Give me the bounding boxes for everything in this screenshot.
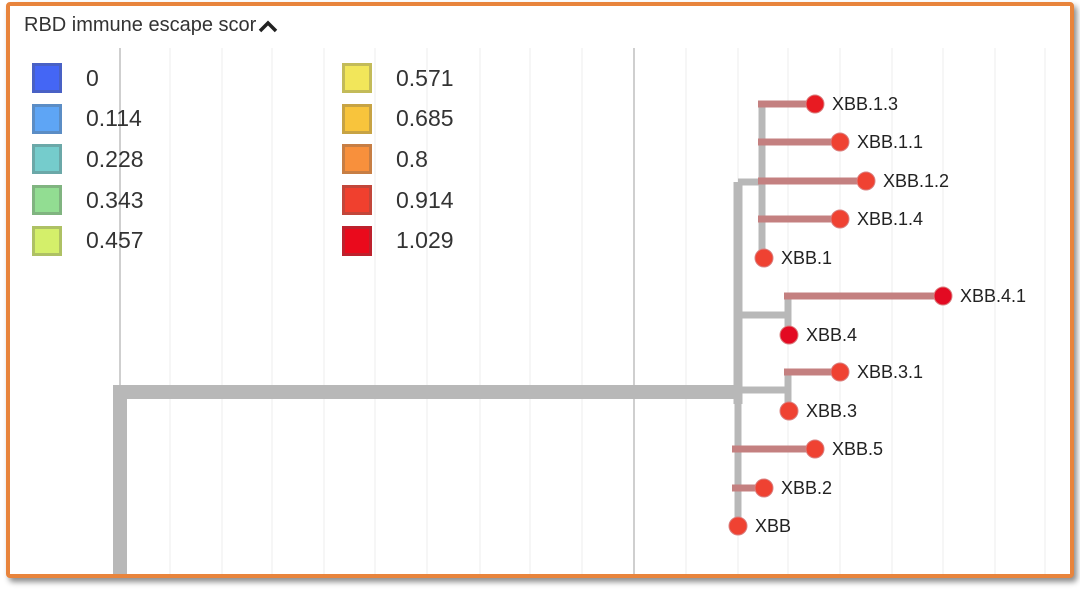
legend-swatch	[32, 185, 62, 216]
legend-label: 0.571	[396, 64, 454, 91]
legend-label: 0.228	[86, 145, 144, 172]
tip-label: XBB.4.1	[960, 286, 1026, 306]
legend-item: 0	[32, 58, 144, 99]
legend-label: 0.8	[396, 145, 428, 172]
legend-label: 0.914	[396, 186, 454, 213]
legend-item: 0.457	[32, 220, 144, 261]
tip-label: XBB.5	[832, 439, 883, 459]
tip-label: XBB.1.1	[857, 132, 923, 152]
legend-toggle[interactable]: RBD immune escape scor	[24, 14, 278, 37]
legend-label: 0.457	[86, 227, 144, 254]
legend-label: 1.029	[396, 227, 454, 254]
grid-lines	[119, 48, 1046, 574]
tree-tips: XBB.1.3 XBB.1.1 XBB.1.2 XBB.1.4 XBB.1 XBB.4.1…	[728, 94, 1026, 536]
legend-item: 0.685	[342, 99, 454, 140]
tip-node[interactable]	[728, 516, 748, 536]
legend-swatch	[32, 225, 62, 256]
legend-item: 0.114	[32, 99, 144, 140]
tree-branch	[113, 385, 738, 574]
tip-node[interactable]	[754, 478, 774, 498]
tip-node[interactable]	[805, 94, 825, 114]
legend-swatch	[342, 185, 372, 216]
tip-label: XBB	[755, 516, 791, 536]
tip-node[interactable]	[856, 171, 876, 191]
legend-column-right: 0.571 0.685 0.8 0.914 1.029	[342, 58, 454, 261]
legend-label: 0.114	[86, 105, 142, 132]
legend-swatch	[32, 144, 62, 175]
tip-node[interactable]	[779, 325, 799, 345]
tip-label: XBB.1.4	[857, 209, 923, 229]
tip-node[interactable]	[830, 362, 850, 382]
tip-node[interactable]	[830, 209, 850, 229]
tip-node[interactable]	[805, 439, 825, 459]
legend-label: 0.685	[396, 105, 454, 132]
legend-item: 0.343	[32, 180, 144, 221]
chevron-up-icon	[259, 20, 278, 32]
legend-swatch	[342, 225, 372, 256]
legend-item: 0.571	[342, 58, 454, 99]
tip-node[interactable]	[754, 248, 774, 268]
tip-label: XBB.3.1	[857, 362, 923, 382]
tip-node[interactable]	[830, 132, 850, 152]
legend-swatch	[342, 63, 372, 94]
tip-label: XBB.4	[806, 325, 857, 345]
legend-item: 1.029	[342, 220, 454, 261]
tip-label: XBB.1.3	[832, 94, 898, 114]
legend-item: 0.228	[32, 139, 144, 180]
legend-item: 0.8	[342, 139, 454, 180]
tip-label: XBB.3	[806, 401, 857, 421]
legend-item: 0.914	[342, 180, 454, 221]
legend-swatch	[32, 103, 62, 134]
tip-node[interactable]	[933, 286, 953, 306]
phylogenetic-tree: XBB.1.3 XBB.1.1 XBB.1.2 XBB.1.4 XBB.1 XBB.4.1…	[113, 48, 1046, 574]
legend-label: 0	[86, 64, 99, 91]
legend-label: 0.343	[86, 186, 144, 213]
legend-title: RBD immune escape scor	[24, 14, 257, 36]
tip-label: XBB.2	[781, 478, 832, 498]
legend-column-left: 0 0.114 0.228 0.343 0.457	[32, 58, 144, 261]
legend-swatch	[32, 63, 62, 94]
tip-label: XBB.1	[781, 248, 832, 268]
tree-panel: XBB.1.3 XBB.1.1 XBB.1.2 XBB.1.4 XBB.1 XBB.4.1…	[6, 2, 1074, 578]
tip-label: XBB.1.2	[883, 171, 949, 191]
legend-swatch	[342, 103, 372, 134]
legend-swatch	[342, 144, 372, 175]
tip-node[interactable]	[779, 401, 799, 421]
